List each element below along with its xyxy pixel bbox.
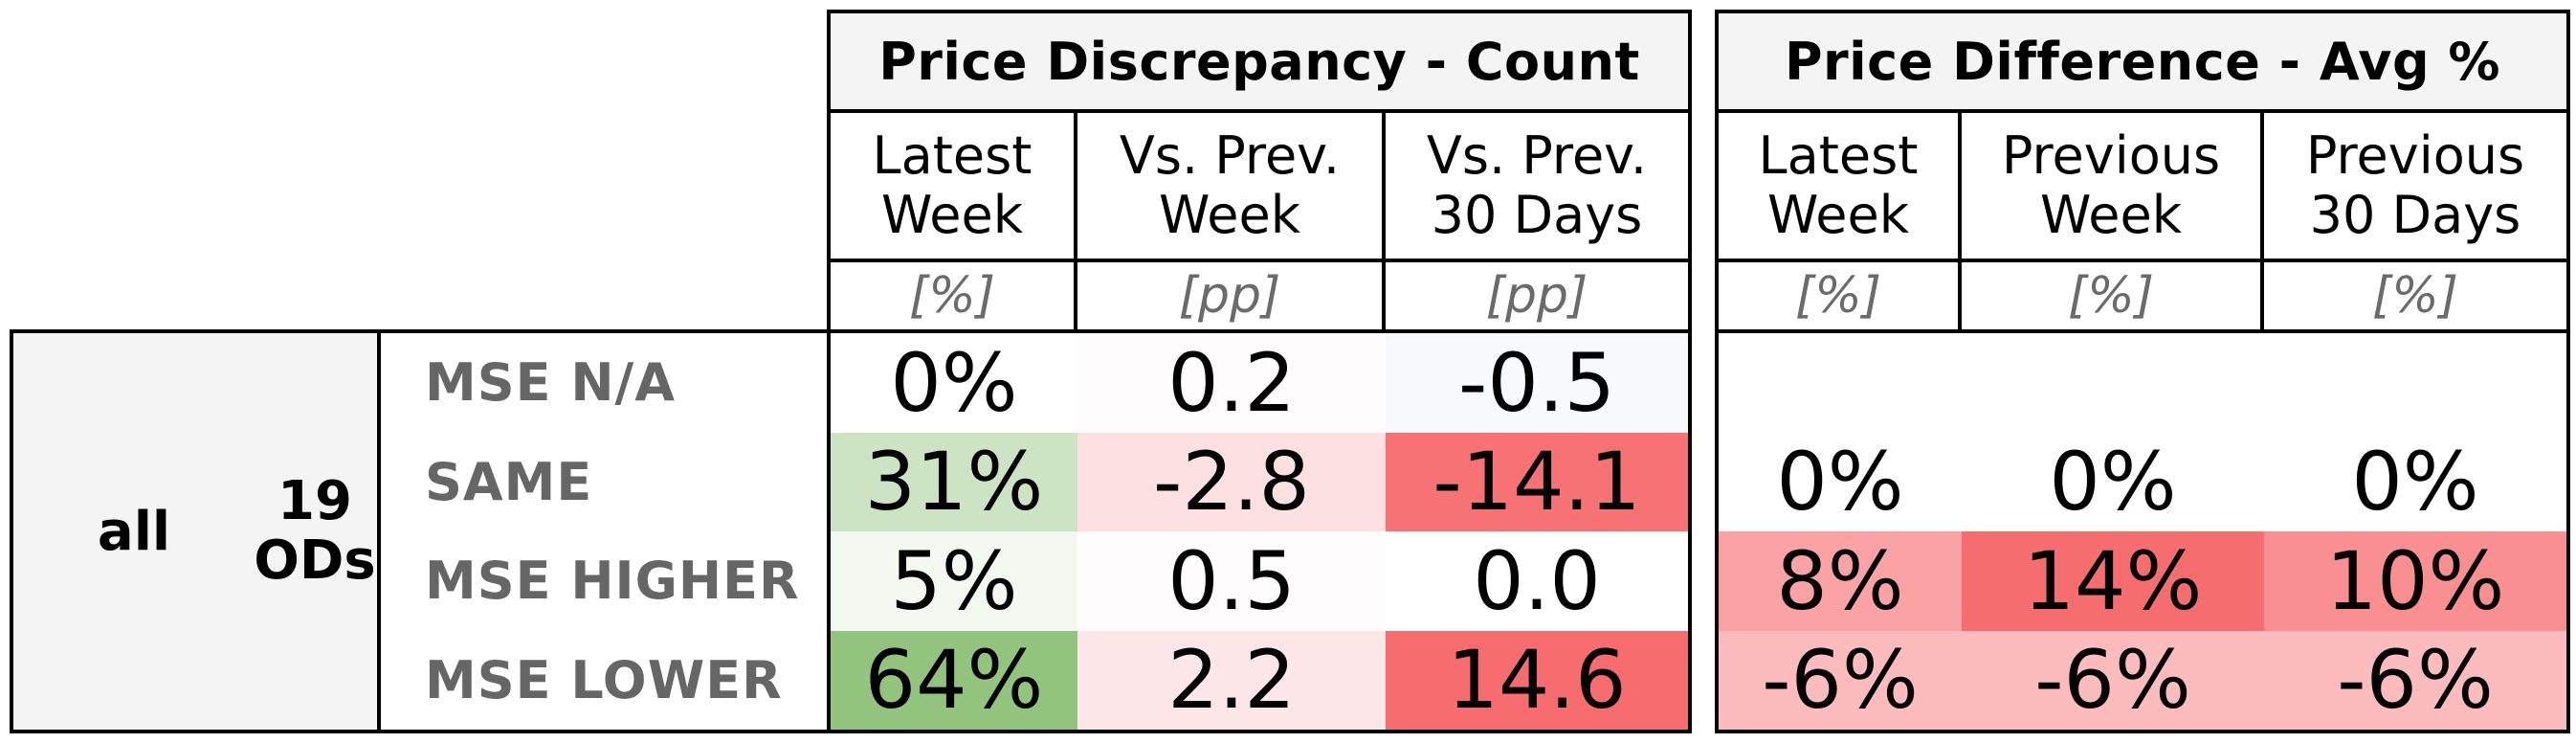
avg-data-panel: 0% 0% 0% 8% 14% 10% -6% -6% -6% <box>1719 333 2566 730</box>
column-header: Previous Week <box>1958 109 2264 262</box>
data-cell: 0% <box>2264 432 2566 531</box>
data-cell <box>2264 333 2566 433</box>
group-title-text: Price Discrepancy - Count <box>878 31 1640 92</box>
group-title-text: Price Difference - Avg % <box>1784 31 2501 92</box>
od-count: 19 <box>278 470 352 532</box>
group-title-price-discrepancy: Price Discrepancy - Count <box>827 10 1692 113</box>
data-cell: -6% <box>2264 630 2566 730</box>
data-cell: 8% <box>1719 531 1962 631</box>
data-cell: 5% <box>831 531 1077 631</box>
data-cell: 14% <box>1962 531 2264 631</box>
unit-label: [%] <box>827 259 1077 333</box>
column-header: Vs. Prev. Week <box>1074 109 1386 262</box>
data-cell: 10% <box>2264 531 2566 631</box>
column-header-line: Week <box>1767 185 1909 245</box>
row-label: SAME <box>425 451 593 512</box>
count-data-panel: 0% 0.2 -0.5 31% -2.8 -14.1 5% 0.5 0.0 64% 2.2 14.6 <box>831 333 1688 730</box>
column-header-line: 30 Days <box>2309 185 2521 245</box>
column-header: Latest Week <box>827 109 1077 262</box>
data-cell: 14.6 <box>1386 630 1688 730</box>
unit-label: [pp] <box>1074 259 1386 333</box>
data-cell: -2.8 <box>1077 432 1386 531</box>
data-cell: 0% <box>1719 432 1962 531</box>
column-header-line: Week <box>1159 185 1300 245</box>
row-label: MSE N/A <box>425 352 677 414</box>
data-cell: 31% <box>831 432 1077 531</box>
data-cell: 2.2 <box>1077 630 1386 730</box>
column-header: Latest Week <box>1715 109 1962 262</box>
unit-label: [pp] <box>1382 259 1692 333</box>
column-header-line: Vs. Prev. <box>1426 125 1648 186</box>
group-title-price-difference: Price Difference - Avg % <box>1715 10 2570 113</box>
column-header: Vs. Prev. 30 Days <box>1382 109 1692 262</box>
column-header-line: Week <box>2040 185 2182 245</box>
unit-label: [%] <box>2260 259 2570 333</box>
segment-panel: all 19 ODs <box>10 329 381 733</box>
data-cell: 0.5 <box>1077 531 1386 631</box>
data-cell <box>1962 333 2264 433</box>
data-cell: 0% <box>1962 432 2264 531</box>
column-header-line: Latest <box>872 125 1033 186</box>
unit-label: [%] <box>1715 259 1962 333</box>
data-cell: -6% <box>1962 630 2264 730</box>
data-cell: 0.2 <box>1077 333 1386 433</box>
row-labels: MSE N/A SAME MSE HIGHER MSE LOWER <box>381 333 827 730</box>
data-cell: 0% <box>831 333 1077 433</box>
row-label: MSE LOWER <box>425 649 783 710</box>
unit-label: [%] <box>1958 259 2264 333</box>
data-cell: -0.5 <box>1386 333 1688 433</box>
data-cell: -14.1 <box>1386 432 1688 531</box>
od-count-label: 19 ODs <box>243 333 387 730</box>
column-header: Previous 30 Days <box>2260 109 2570 262</box>
row-label: MSE HIGHER <box>425 551 800 612</box>
column-header-line: Vs. Prev. <box>1119 125 1341 186</box>
data-cell: 64% <box>831 630 1077 730</box>
column-header-line: Previous <box>2305 125 2525 186</box>
column-header-line: 30 Days <box>1431 185 1643 245</box>
column-header-line: Previous <box>2001 125 2221 186</box>
column-header-line: Latest <box>1758 125 1919 186</box>
row-label-panel <box>377 329 831 733</box>
od-label: ODs <box>254 529 376 592</box>
segment-label: all <box>97 500 171 563</box>
data-cell: 0.0 <box>1386 531 1688 631</box>
column-header-line: Week <box>881 185 1023 245</box>
data-cell <box>1719 333 1962 433</box>
data-cell: -6% <box>1719 630 1962 730</box>
